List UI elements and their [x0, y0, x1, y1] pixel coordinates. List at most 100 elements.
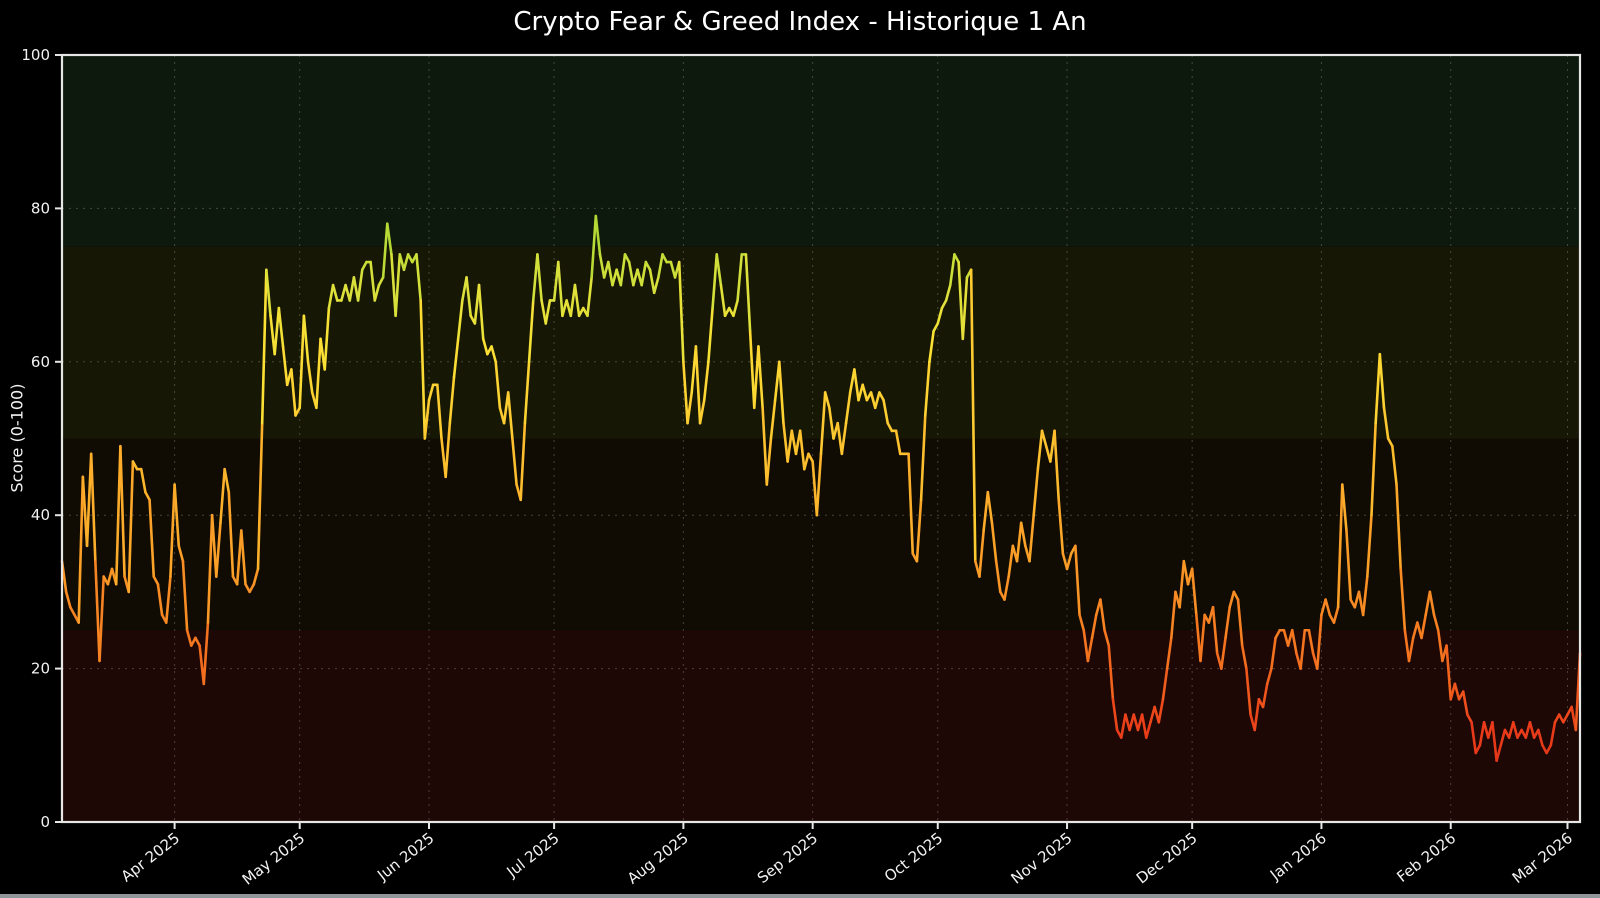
line-segment: [1165, 636, 1173, 670]
line-segment: [986, 490, 994, 525]
line-segment: [1228, 590, 1236, 609]
line-segment: [598, 253, 606, 279]
line-segment: [131, 460, 139, 471]
line-segment: [961, 276, 969, 341]
line-segment: [819, 391, 827, 456]
line-segment: [452, 337, 460, 379]
line-segment: [803, 452, 810, 471]
line-segment: [511, 437, 518, 486]
line-segment: [89, 452, 97, 563]
line-segment: [928, 329, 935, 364]
line-segment: [1378, 352, 1386, 410]
line-segment: [940, 299, 948, 310]
line-segment: [1370, 421, 1377, 517]
line-segment: [394, 253, 402, 318]
line-segment: [1261, 682, 1269, 709]
y-tick-label: 20: [31, 660, 50, 678]
line-segment: [240, 529, 247, 586]
chart-title: Crypto Fear & Greed Index - Historique 1…: [513, 7, 1087, 37]
line-segment: [944, 283, 952, 302]
line-segment: [1332, 605, 1340, 624]
line-segment: [894, 429, 902, 456]
line-segment: [98, 575, 106, 663]
line-segment: [1124, 713, 1131, 732]
line-segment: [878, 391, 885, 402]
line-segment: [1211, 605, 1219, 655]
line-segment: [348, 276, 356, 302]
line-segment: [840, 421, 848, 456]
line-segment: [156, 582, 164, 617]
line-segment: [1082, 628, 1090, 663]
line-segment: [752, 345, 760, 410]
line-segment: [164, 575, 172, 624]
line-segment: [573, 283, 581, 318]
line-segment: [152, 575, 160, 586]
line-segment: [957, 260, 965, 341]
line-segment: [1424, 590, 1432, 617]
line-segment: [815, 452, 823, 517]
line-segment: [798, 429, 806, 471]
line-segment: [594, 214, 602, 256]
line-segment: [506, 391, 514, 440]
line-segment: [978, 529, 985, 578]
line-segment: [719, 283, 727, 318]
line-segment: [1111, 697, 1119, 732]
line-segment: [661, 253, 668, 264]
line-segment: [277, 306, 285, 348]
line-segment: [1161, 667, 1169, 701]
line-segment: [148, 498, 156, 578]
line-segment: [481, 337, 489, 356]
line-segment: [1086, 636, 1094, 663]
line-segment: [969, 268, 977, 563]
y-tick-label: 80: [31, 199, 50, 217]
line-segment: [219, 467, 226, 525]
line-segment: [281, 345, 289, 387]
line-segment: [948, 253, 956, 287]
line-segment: [556, 260, 564, 318]
line-segment: [1340, 483, 1348, 532]
x-tick-label: Feb 2026: [1393, 829, 1459, 886]
line-segment: [1420, 613, 1427, 640]
line-segment: [298, 314, 306, 410]
line-segment: [1019, 521, 1027, 548]
line-segment: [1395, 483, 1402, 571]
line-segment: [223, 467, 231, 494]
line-segment: [356, 268, 364, 302]
line-segment: [127, 460, 135, 594]
line-segment: [398, 253, 406, 272]
line-segment: [698, 398, 706, 425]
line-segment: [69, 605, 76, 617]
line-segment: [857, 383, 865, 402]
line-segment: [1065, 552, 1073, 571]
line-segment: [206, 513, 214, 624]
line-segment: [823, 391, 831, 410]
line-segment: [194, 636, 201, 647]
line-segment: [1528, 720, 1536, 739]
line-segment: [711, 253, 719, 310]
line-segment: [736, 253, 744, 302]
line-segment: [648, 268, 656, 295]
x-tick-label: Jul 2025: [503, 829, 563, 881]
line-segment: [294, 406, 302, 417]
x-tick-label: Mar 2026: [1509, 829, 1576, 887]
line-segment: [1453, 682, 1461, 701]
zone-band: [62, 630, 1580, 822]
line-segment: [623, 253, 631, 264]
line-segment: [1253, 697, 1261, 732]
line-segment: [390, 253, 397, 318]
line-segment: [1057, 498, 1065, 555]
line-segment: [1449, 682, 1457, 701]
line-segment: [385, 222, 393, 256]
x-tick-label: Jan 2026: [1266, 829, 1330, 884]
line-segment: [477, 283, 485, 341]
line-segment: [536, 253, 543, 302]
line-segment: [1224, 605, 1231, 640]
line-segment: [448, 375, 456, 425]
line-segment: [769, 398, 777, 440]
line-segment: [1128, 713, 1136, 732]
plot-spines: [60, 53, 1582, 824]
line-segment: [173, 483, 181, 548]
line-segment: [114, 444, 122, 586]
line-segment: [732, 299, 739, 318]
line-segment: [1061, 552, 1069, 571]
